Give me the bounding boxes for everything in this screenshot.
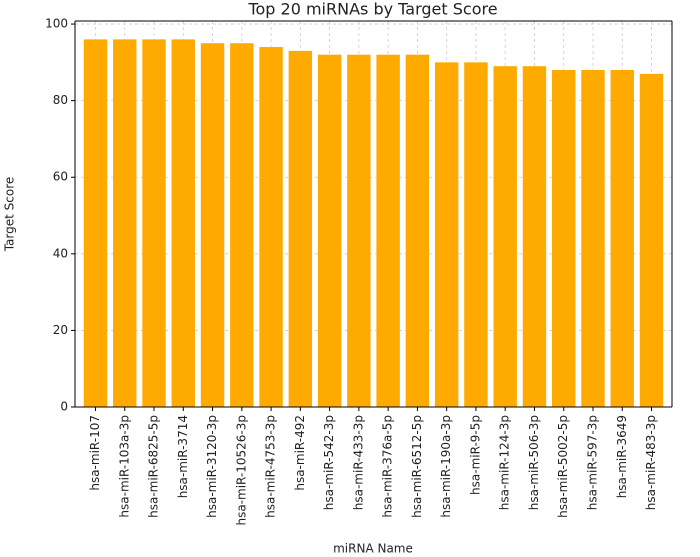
bar [142,39,166,407]
bar [230,43,254,407]
x-tick-label: hsa-miR-107 [88,415,102,491]
x-tick-label: hsa-miR-4753-3p [264,415,278,518]
x-tick-label: hsa-miR-10526-3p [234,415,248,526]
bar [493,66,517,407]
x-tick-label: hsa-miR-3120-3p [205,415,219,518]
x-tick-label: hsa-miR-483-3p [644,415,658,510]
y-tick-label: 40 [53,246,68,260]
x-tick-label: hsa-miR-124-3p [498,415,512,510]
x-tick-label: hsa-miR-9-5p [468,415,482,495]
x-tick-label: hsa-miR-5002-5p [556,415,570,518]
x-tick-label: hsa-miR-542-3p [322,415,336,510]
bar [581,70,605,408]
bar [610,70,634,408]
bar [288,50,313,407]
y-tick-label: 0 [60,400,68,414]
y-axis-label: Target Score [3,177,17,253]
x-tick-label: hsa-miR-506-3p [527,415,541,510]
x-tick-label: hsa-miR-433-3p [351,415,365,510]
x-tick-label: hsa-miR-190a-3p [439,415,453,518]
x-tick-label: hsa-miR-376a-5p [381,415,395,518]
bar [552,70,576,408]
x-axis-label: miRNA Name [333,542,413,556]
bar [522,66,547,407]
y-tick-label: 20 [53,323,68,337]
bar [259,47,283,408]
bar [200,43,225,407]
bar [434,62,459,407]
bar [113,39,137,407]
x-tick-label: hsa-miR-103a-3p [117,415,131,518]
bar [639,73,664,407]
bar [347,54,371,407]
y-tick-label: 80 [53,93,68,107]
bar [83,39,108,407]
x-tick-label: hsa-miR-3649 [615,415,629,498]
bar [171,39,195,407]
x-tick-label: hsa-miR-6825-5p [147,415,161,518]
x-tick-label: hsa-miR-492 [293,415,307,491]
y-tick-label: 100 [45,17,68,31]
bar [464,62,488,407]
x-tick-label: hsa-miR-6512-5p [410,415,424,518]
chart-title: Top 20 miRNAs by Target Score [247,0,497,19]
x-tick-label: hsa-miR-597-3p [585,415,599,510]
bar [405,54,430,407]
bar [376,54,400,407]
y-tick-label: 60 [53,170,68,184]
bar [317,54,342,407]
x-tick-label: hsa-miR-3714 [176,415,190,498]
